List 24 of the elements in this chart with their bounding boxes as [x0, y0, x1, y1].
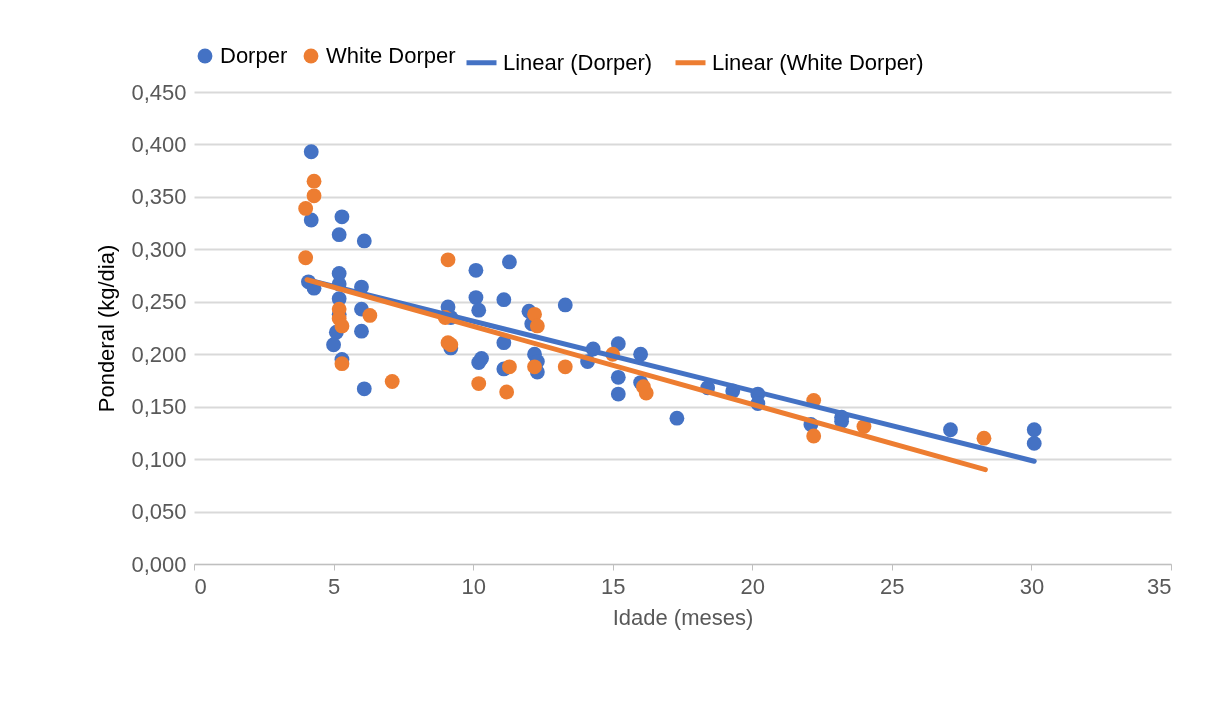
y-tick-label: 0,450 [131, 79, 187, 105]
x-tick-label: 35 [1147, 573, 1172, 599]
y-axis-title: Ponderal (kg/dia) [94, 244, 120, 413]
x-tick-label: 0 [194, 573, 207, 599]
y-tick-label: 0,350 [131, 184, 187, 210]
legend-label: Linear (White Dorper) [712, 49, 924, 75]
x-tick-label: 15 [600, 573, 626, 599]
y-tick-label: 0,250 [131, 289, 187, 315]
y-tick-label: 0,050 [131, 499, 187, 525]
x-tick-label: 20 [740, 573, 766, 599]
x-tick-label: 25 [880, 573, 905, 599]
x-tick-label: 10 [461, 573, 486, 599]
y-tick-label: 0,100 [131, 446, 187, 472]
legend-label: Dorper [220, 43, 288, 68]
y-tick-label: 0,150 [131, 394, 187, 420]
x-axis-title: Idade (meses) [612, 604, 754, 630]
legend-label: White Dorper [326, 43, 456, 68]
x-tick-label: 30 [1019, 573, 1045, 599]
y-tick-label: 0,000 [131, 551, 187, 577]
y-tick-label: 0,400 [131, 131, 187, 157]
y-tick-label: 0,200 [131, 341, 187, 367]
y-tick-label: 0,300 [131, 236, 187, 262]
legend-label: Linear (Dorper) [503, 49, 653, 75]
x-tick-label: 5 [327, 573, 341, 599]
